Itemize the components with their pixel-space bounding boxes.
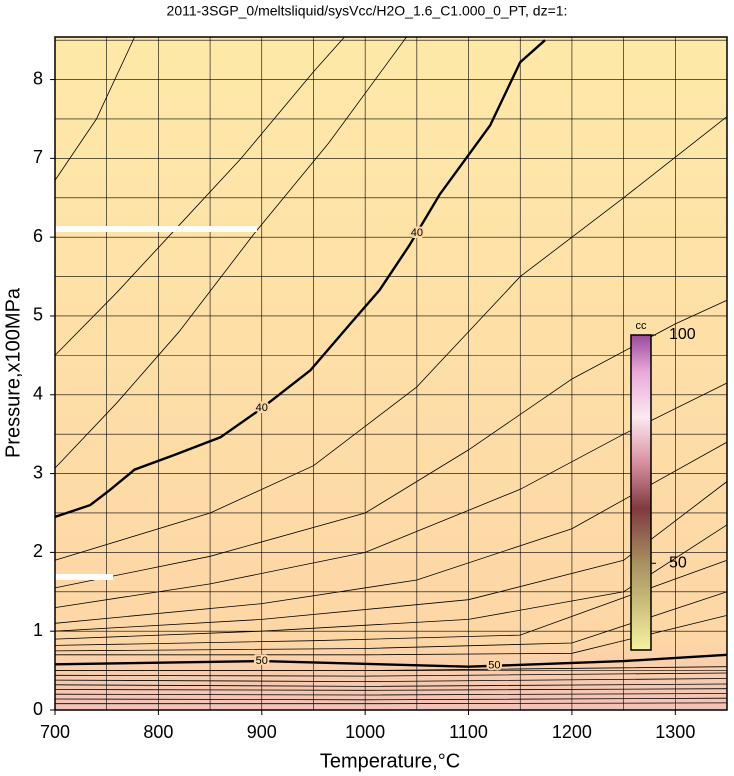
x-tick-label: 900 (247, 722, 277, 742)
colorbar (630, 334, 652, 651)
x-axis-label: Temperature,°C (320, 750, 460, 772)
x-tick-label: 800 (143, 722, 173, 742)
contour-label: 40 (411, 227, 423, 239)
contour-line (54, 36, 345, 356)
colorbar-tick-label: 100 (669, 326, 696, 343)
contour-label: 50 (488, 660, 500, 672)
contour-line (54, 678, 728, 683)
contour-label: 40 (256, 402, 268, 414)
contour-line (55, 702, 728, 705)
x-tick-label: 1200 (552, 722, 592, 742)
contour-line (54, 688, 728, 691)
contour-line (54, 524, 728, 640)
contour-line (54, 653, 728, 668)
y-tick-label: 0 (33, 699, 43, 719)
y-tick-label: 7 (33, 147, 43, 167)
y-tick-label: 6 (33, 226, 43, 246)
y-tick-label: 2 (33, 541, 43, 561)
plot-frame (54, 36, 728, 711)
blank-strip (55, 226, 257, 232)
y-tick-label: 4 (33, 384, 43, 404)
contour-line (54, 559, 728, 646)
contour-line (54, 39, 546, 519)
contour-line (54, 36, 407, 469)
blank-strip (55, 574, 113, 580)
contour-line (54, 672, 728, 677)
x-tick-label: 1000 (345, 722, 385, 742)
y-axis-label: Pressure,x100MPa (2, 287, 24, 458)
y-tick-label: 5 (33, 305, 43, 325)
colorbar-label: cc (636, 320, 648, 332)
contour-line (54, 116, 728, 561)
y-tick-label: 8 (33, 68, 43, 88)
x-tick-label: 1100 (449, 722, 488, 742)
x-tick-label: 1300 (655, 722, 695, 742)
contour-label: 50 (256, 655, 268, 667)
contour-line (54, 441, 728, 624)
contour-line (54, 697, 728, 701)
contour-line (54, 683, 728, 687)
contour-line (54, 299, 728, 589)
chart-title: 2011-3SGP_0/meltsliquid/sysVcc/H2O_1.6_C… (167, 3, 568, 19)
y-tick-label: 1 (33, 620, 43, 640)
y-tick-label: 3 (33, 462, 43, 482)
x-tick-label: 700 (40, 722, 70, 742)
contour-line (54, 36, 135, 181)
colorbar-tick-label: 50 (669, 554, 687, 571)
contour-line (54, 481, 728, 632)
plot-background (55, 37, 727, 710)
contour-line (55, 666, 728, 671)
contour-line (54, 693, 728, 696)
